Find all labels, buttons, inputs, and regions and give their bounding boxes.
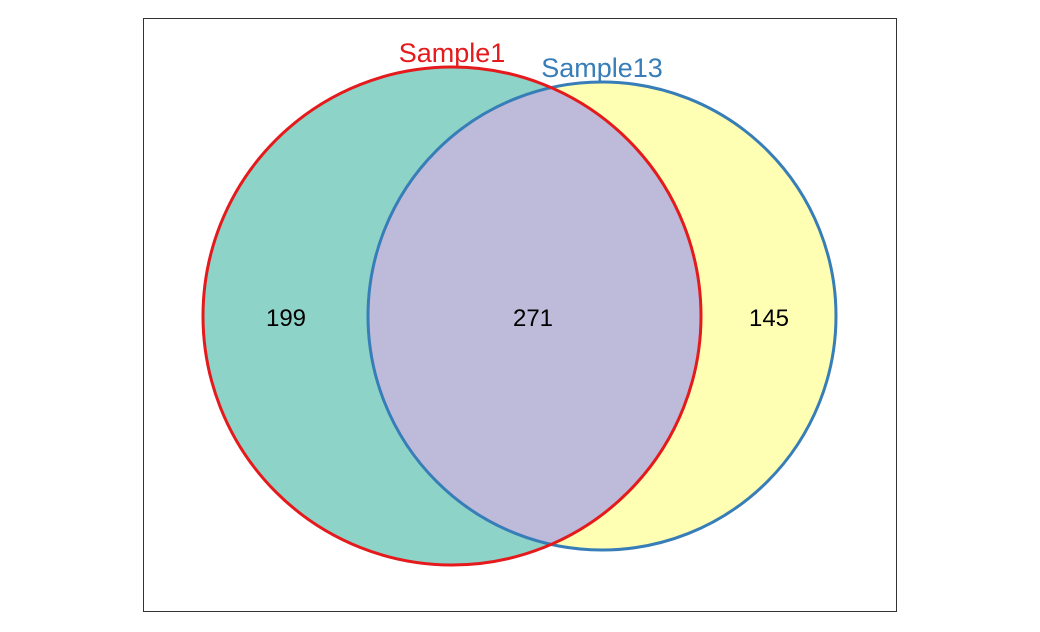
sample1-outline [201, 65, 703, 567]
plot-frame [143, 18, 897, 612]
count-only-sample1: 199 [266, 305, 306, 332]
sample13-outline [366, 80, 838, 552]
sample13-label: Sample13 [541, 53, 663, 83]
count-only-sample13: 145 [749, 305, 789, 332]
overlap-region [368, 82, 701, 550]
sample1-label: Sample1 [399, 38, 506, 68]
count-both: 271 [513, 305, 553, 332]
